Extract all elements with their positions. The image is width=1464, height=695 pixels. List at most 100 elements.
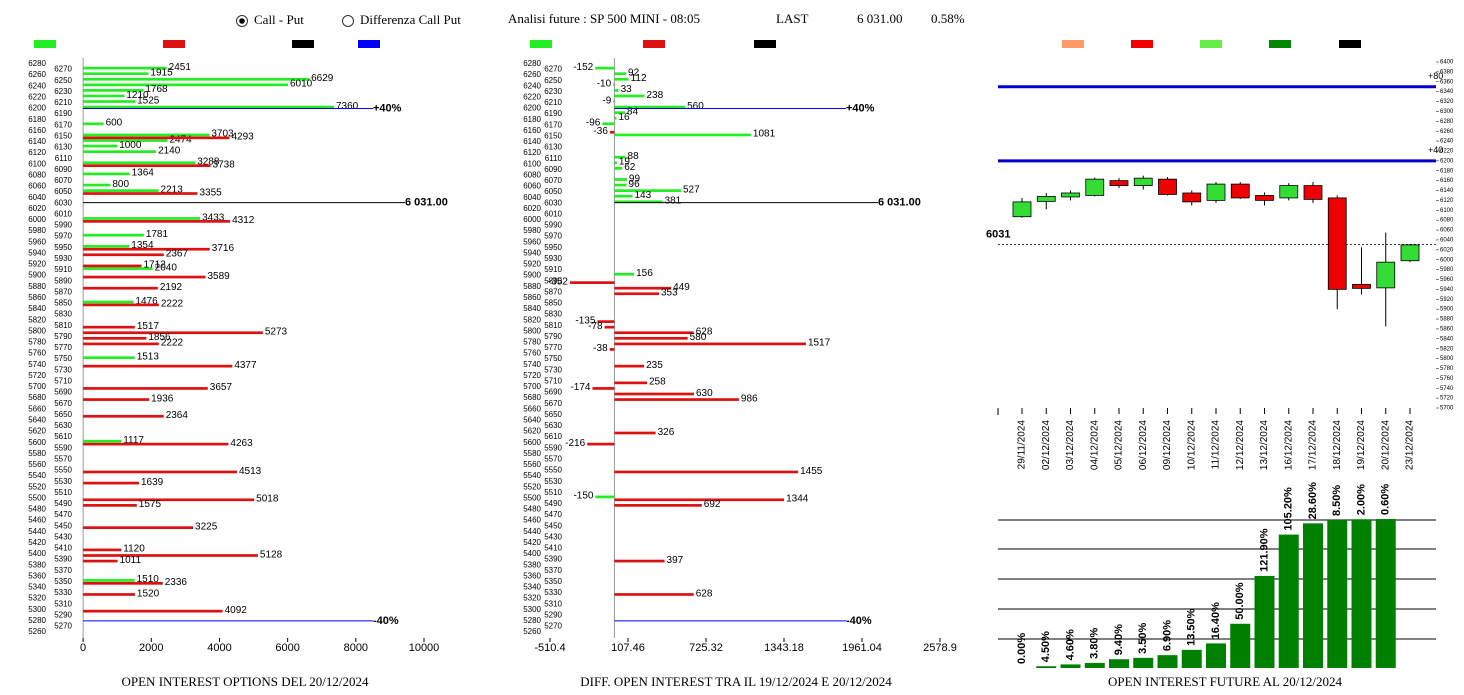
strike-label: 5770 — [544, 343, 562, 352]
bar — [83, 267, 153, 270]
candle-body — [1158, 178, 1177, 195]
value-label: 112 — [631, 73, 647, 84]
value-label: 121.90% — [1258, 528, 1270, 572]
value-label: 1936 — [151, 393, 174, 404]
bar — [83, 192, 198, 195]
strike-label: 5840 — [523, 304, 541, 313]
strike-label: 5280 — [28, 616, 46, 625]
strike-label: 5650 — [544, 410, 562, 419]
candle-body — [1352, 284, 1371, 289]
strike-label: 5260 — [28, 627, 46, 636]
va-label: +40 — [1428, 145, 1443, 155]
bar — [1278, 534, 1299, 668]
radio-button[interactable] — [342, 15, 354, 27]
bar — [83, 579, 135, 582]
value-label: 8.50% — [1331, 485, 1343, 516]
bar — [614, 470, 799, 474]
strike-label: 5790 — [54, 332, 72, 341]
bar — [592, 387, 615, 390]
value-label: 5018 — [256, 494, 279, 505]
value-label: 3589 — [207, 271, 230, 282]
strike-label: 5730 — [54, 365, 72, 374]
bar — [83, 150, 157, 153]
strike-label: 6220 — [523, 93, 541, 102]
bar — [1375, 519, 1396, 668]
bar — [83, 336, 147, 340]
value-label: 4312 — [232, 215, 255, 226]
value-label: 50.00% — [1234, 582, 1246, 620]
value-label: 1344 — [786, 494, 809, 505]
bar — [83, 504, 137, 507]
bar — [83, 247, 210, 251]
value-label: 235 — [646, 360, 663, 371]
bar — [83, 83, 288, 87]
value-label: 3703 — [211, 129, 234, 140]
strike-label: 6060 — [523, 182, 541, 191]
bar — [1230, 623, 1251, 668]
strike-label: 6230 — [54, 87, 72, 96]
value-label: -150 — [573, 491, 593, 502]
bar — [1036, 666, 1057, 668]
bar — [83, 398, 150, 401]
value-label: 1768 — [145, 84, 168, 95]
strike-label: 6260 — [28, 70, 46, 79]
strike-label: 5380 — [523, 560, 541, 569]
strike-label: 5370 — [544, 566, 562, 575]
strike-label: 6020 — [28, 204, 46, 213]
value-label: 1455 — [800, 466, 823, 477]
radio-label[interactable]: Differenza Call Put — [360, 12, 461, 27]
strike-label: 6070 — [54, 176, 72, 185]
strike-label: 6010 — [54, 209, 72, 218]
bar — [614, 431, 656, 435]
value-label: 16.40% — [1210, 602, 1222, 640]
bar — [83, 66, 167, 70]
value-label: -96 — [586, 118, 601, 129]
strike-label: 5560 — [523, 460, 541, 469]
strike-label: 6140 — [28, 137, 46, 146]
strike-label: 5630 — [544, 421, 562, 430]
strike-label: 5660 — [28, 404, 46, 413]
strike-label: 5990 — [544, 221, 562, 230]
strike-label: 5910 — [544, 265, 562, 274]
strike-label: 6060 — [28, 182, 46, 191]
value-label: 2367 — [166, 249, 189, 260]
bar — [83, 548, 122, 552]
strike-label: 5700 — [28, 382, 46, 391]
x-tick-label: 23/12/2024 — [1405, 420, 1416, 470]
bar — [613, 83, 615, 87]
strike-label: 6250 — [544, 76, 562, 85]
bar — [614, 94, 645, 98]
strike-label: 5440 — [523, 527, 541, 536]
strike-label: 5560 — [28, 460, 46, 469]
bar — [83, 144, 118, 148]
strike-label: 5320 — [523, 594, 541, 603]
candle-body — [1182, 192, 1202, 203]
change: 0.58% — [931, 11, 965, 26]
strike-label: 5550 — [544, 466, 562, 475]
value-label: 5128 — [260, 549, 283, 560]
strike-label: 5680 — [523, 393, 541, 402]
value-label: -9 — [602, 95, 611, 106]
strike-label: 5850 — [544, 299, 562, 308]
y-tick-label: 6360 — [1440, 79, 1454, 85]
y-tick-label: 5920 — [1440, 297, 1454, 303]
value-label: 1517 — [808, 338, 831, 349]
y-tick-label: 5800 — [1440, 356, 1454, 362]
bar — [614, 77, 629, 81]
strike-label: 5710 — [54, 377, 72, 386]
radio-label[interactable]: Call - Put — [254, 12, 304, 27]
bar — [1351, 519, 1372, 668]
strike-label: 5490 — [54, 499, 72, 508]
strike-label: 5340 — [523, 583, 541, 592]
strike-label: 6040 — [523, 193, 541, 202]
bar — [614, 116, 617, 120]
x-tick-label: 2000 — [139, 642, 163, 654]
value-label: 397 — [667, 555, 684, 566]
x-tick-label: 11/12/2024 — [1211, 420, 1222, 470]
value-label: -352 — [548, 276, 568, 287]
strike-label: 5970 — [54, 232, 72, 241]
strike-label: 5570 — [544, 454, 562, 463]
strike-label: 6120 — [28, 148, 46, 157]
strike-label: 5830 — [544, 310, 562, 319]
strike-label: 5930 — [544, 254, 562, 263]
